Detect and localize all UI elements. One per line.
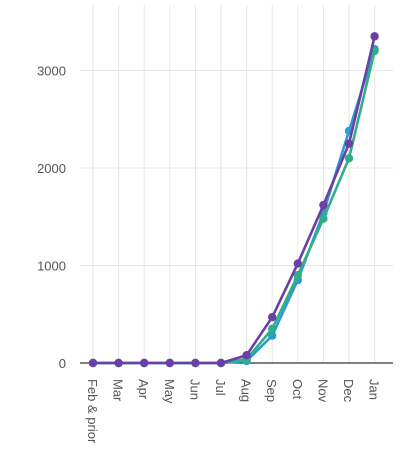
x-tick-label: Oct [290, 379, 305, 400]
data-point-series-1 [268, 331, 277, 340]
series-line-1 [93, 48, 376, 365]
data-point-series-3 [268, 312, 277, 322]
data-point-series-3 [140, 358, 149, 368]
data-point-series-3 [191, 358, 200, 368]
data-point-series-3 [114, 358, 123, 368]
x-tick-label: Feb & prior [85, 379, 100, 444]
data-point-series-3 [370, 32, 379, 41]
x-tick-label: Nov [315, 379, 330, 403]
x-tick-label: Sep [264, 379, 279, 402]
x-tick-label: Jan [367, 379, 382, 400]
series-line-3 [93, 36, 376, 365]
x-tick-label: Jul [213, 379, 228, 396]
x-tick-label: Apr [136, 379, 151, 400]
data-point-series-3 [88, 358, 98, 368]
data-point-series-3 [319, 200, 328, 210]
data-point-series-3 [293, 259, 302, 268]
data-point-series-3 [242, 351, 251, 360]
y-tick-labels: 0 1000 2000 3000 [37, 64, 66, 372]
series-lines [88, 32, 379, 368]
data-point-series-3 [216, 358, 226, 368]
data-point-series-2 [268, 324, 277, 334]
y-tick-label: 0 [59, 356, 66, 371]
grid-lines [80, 5, 393, 363]
data-point-series-3 [344, 139, 354, 148]
data-point-series-2 [293, 271, 302, 280]
x-tick-label: Aug [239, 379, 254, 402]
x-tick-label: Dec [341, 379, 356, 403]
y-tick-label: 1000 [37, 259, 66, 274]
data-point-series-3 [165, 358, 174, 368]
x-tick-label: Jun [187, 379, 202, 400]
data-point-series-2 [319, 214, 328, 223]
x-tick-label: Mar [111, 379, 126, 402]
x-tick-labels: Feb & prior Mar Apr May Jun Jul Aug Sep Oct Nov De… [85, 379, 382, 444]
x-tick-label: May [162, 379, 177, 404]
y-tick-label: 3000 [37, 64, 66, 79]
data-point-series-2 [344, 154, 354, 163]
series-line-2 [93, 50, 376, 365]
y-tick-label: 2000 [37, 161, 66, 176]
